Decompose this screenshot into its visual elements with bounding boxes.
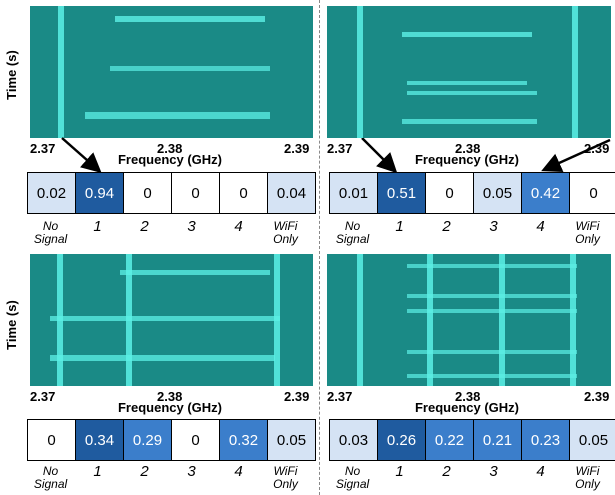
prob-cell: 0.26: [377, 419, 426, 461]
prob-cell: 0.23: [521, 419, 570, 461]
prob-cell: 0: [123, 172, 172, 214]
prob-cell: 0: [219, 172, 268, 214]
y-axis-label: Time (s): [4, 300, 19, 350]
prob-cell: 0.42: [521, 172, 570, 214]
x-axis-label: Frequency (GHz): [117, 152, 222, 167]
x-tick-min: 2.37: [30, 389, 56, 404]
cat-label: No Signal: [33, 464, 68, 491]
prob-row-bottom-right: 0.03 0.26 0.22 0.21 0.23 0.05: [329, 419, 615, 461]
cat-label: 2: [140, 463, 149, 480]
prob-row-top-right: 0.01 0.51 0 0.05 0.42 0: [329, 172, 615, 214]
x-tick-max: 2.39: [584, 141, 610, 156]
spectrogram-bottom-right: [327, 254, 611, 386]
cat-label: WiFi Only: [575, 464, 600, 491]
prob-cell: 0.32: [219, 419, 268, 461]
cat-row-top-left: No Signal 1 2 3 4 WiFi Only: [27, 218, 309, 246]
cat-label: 2: [140, 218, 149, 235]
x-tick-mid: 2.38: [455, 141, 481, 156]
x-axis-label: Frequency (GHz): [117, 400, 222, 415]
x-tick-max: 2.39: [584, 389, 610, 404]
cat-label: WiFi Only: [273, 219, 298, 246]
x-tick-max: 2.39: [284, 141, 310, 156]
cat-label: 4: [234, 463, 243, 480]
cat-label: 1: [395, 463, 404, 480]
prob-cell: 0.05: [569, 419, 615, 461]
x-axis-label: Frequency (GHz): [414, 152, 519, 167]
cat-label: 3: [489, 218, 498, 235]
prob-row-top-left: 0.02 0.94 0 0 0 0.04: [27, 172, 316, 214]
cat-label: No Signal: [33, 219, 68, 246]
prob-cell: 0.34: [75, 419, 124, 461]
x-tick-mid: 2.38: [157, 141, 183, 156]
prob-cell: 0: [171, 419, 220, 461]
x-tick-min: 2.37: [327, 389, 353, 404]
prob-cell: 0.05: [473, 172, 522, 214]
cat-label: 2: [442, 218, 451, 235]
prob-cell: 0.03: [329, 419, 378, 461]
x-tick-mid: 2.38: [455, 389, 481, 404]
cat-label: No Signal: [335, 219, 370, 246]
prob-cell: 0.21: [473, 419, 522, 461]
x-tick-max: 2.39: [284, 389, 310, 404]
x-tick-mid: 2.38: [157, 389, 183, 404]
spectrogram-bottom-left: [30, 254, 313, 386]
cat-label: 4: [234, 218, 243, 235]
cat-label: 1: [93, 218, 102, 235]
cat-row-bottom-right: No Signal 1 2 3 4 WiFi Only: [329, 463, 611, 491]
prob-cell: 0.29: [123, 419, 172, 461]
cat-label: No Signal: [335, 464, 370, 491]
section-divider: [319, 0, 320, 495]
prob-cell: 0.94: [75, 172, 124, 214]
prob-cell: 0: [171, 172, 220, 214]
x-axis-label: Frequency (GHz): [414, 400, 519, 415]
cat-label: 2: [442, 463, 451, 480]
prob-cell: 0: [425, 172, 474, 214]
cat-label: 4: [536, 218, 545, 235]
prob-cell: 0: [27, 419, 76, 461]
cat-row-bottom-left: No Signal 1 2 3 4 WiFi Only: [27, 463, 309, 491]
prob-cell: 0.01: [329, 172, 378, 214]
cat-row-top-right: No Signal 1 2 3 4 WiFi Only: [329, 218, 611, 246]
x-tick-min: 2.37: [30, 141, 56, 156]
spectrogram-top-left: [30, 6, 313, 138]
cat-label: 1: [395, 218, 404, 235]
prob-cell: 0.04: [267, 172, 316, 214]
x-tick-min: 2.37: [327, 141, 353, 156]
prob-cell: 0.22: [425, 419, 474, 461]
prob-cell: 0: [569, 172, 615, 214]
cat-label: 1: [93, 463, 102, 480]
prob-cell: 0.51: [377, 172, 426, 214]
spectrogram-top-right: [327, 6, 611, 138]
cat-label: 3: [489, 463, 498, 480]
prob-row-bottom-left: 0 0.34 0.29 0 0.32 0.05: [27, 419, 316, 461]
prob-cell: 0.05: [267, 419, 316, 461]
cat-label: WiFi Only: [273, 464, 298, 491]
cat-label: 3: [187, 218, 196, 235]
cat-label: WiFi Only: [575, 219, 600, 246]
cat-label: 3: [187, 463, 196, 480]
cat-label: 4: [536, 463, 545, 480]
prob-cell: 0.02: [27, 172, 76, 214]
